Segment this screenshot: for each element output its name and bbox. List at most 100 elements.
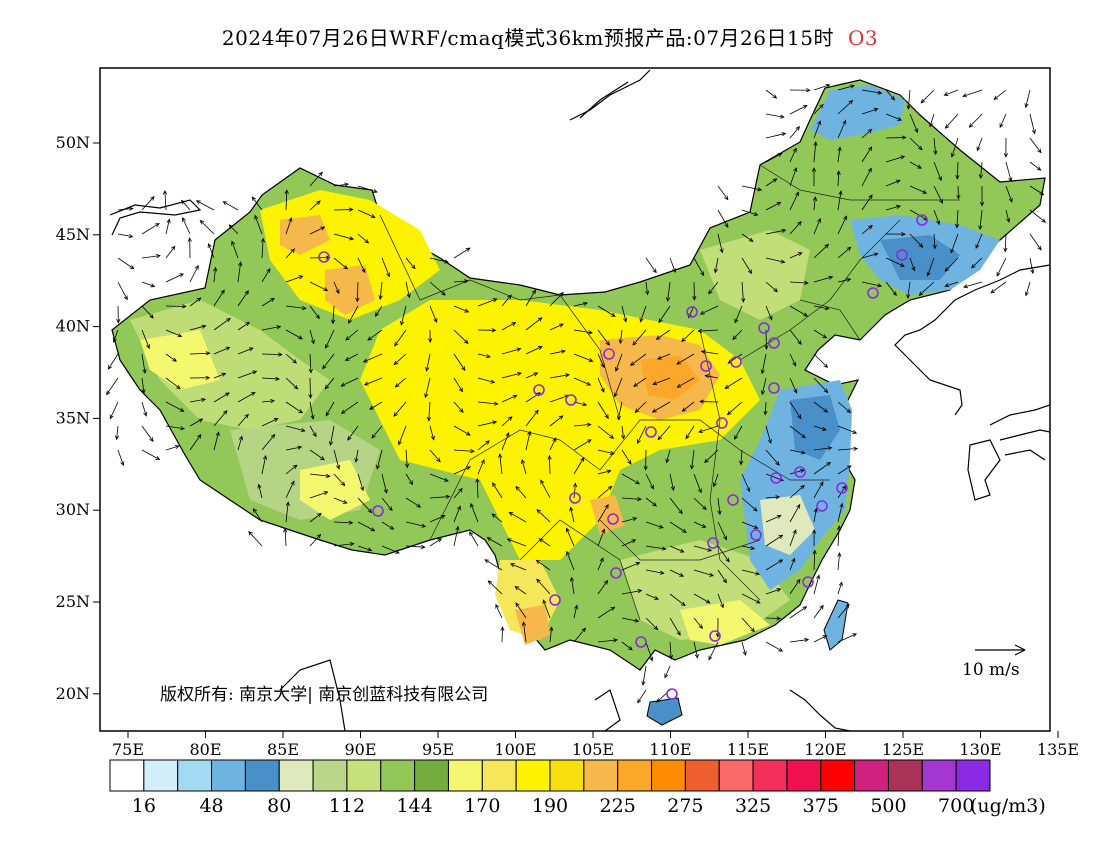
station-marker xyxy=(666,688,678,700)
wind-arrowhead xyxy=(257,483,262,489)
wind-arrowhead xyxy=(939,199,943,205)
wind-vector xyxy=(861,129,872,139)
wind-arrowhead xyxy=(970,263,976,269)
wind-arrowhead xyxy=(559,323,564,328)
legend-swatch xyxy=(820,759,856,792)
legend-swatch xyxy=(583,759,619,792)
wind-vector xyxy=(453,329,469,344)
wind-arrowhead xyxy=(266,268,271,273)
wind-arrowhead xyxy=(692,296,697,301)
wind-vector xyxy=(199,220,215,235)
wind-vector xyxy=(597,329,610,346)
wind-vector xyxy=(357,545,372,551)
wind-vector xyxy=(837,503,843,523)
wind-vector xyxy=(253,508,263,523)
wind-vector xyxy=(621,497,642,500)
wind-arrowhead xyxy=(378,295,383,301)
wind-arrowhead xyxy=(670,486,675,492)
wind-vector xyxy=(309,353,312,373)
wind-arrowhead xyxy=(361,268,366,274)
wind-arrowhead xyxy=(600,363,605,369)
wind-vector xyxy=(734,425,743,440)
wind-arrowhead xyxy=(628,646,633,651)
wind-arrowhead xyxy=(603,579,609,585)
wind-vector xyxy=(213,392,230,403)
wind-vector xyxy=(213,318,231,331)
wind-vector xyxy=(189,434,202,451)
wind-arrowhead xyxy=(791,557,796,563)
wind-vector xyxy=(109,401,119,419)
wind-arrowhead xyxy=(632,341,637,346)
wind-vector xyxy=(477,377,495,383)
wind-vector xyxy=(980,161,983,179)
wind-vector xyxy=(693,521,706,528)
station-marker xyxy=(836,482,848,494)
wind-vector xyxy=(765,559,783,571)
wind-vector xyxy=(621,517,637,523)
legend-label: 112 xyxy=(329,795,365,817)
wind-vector xyxy=(261,400,275,403)
wind-vector xyxy=(116,425,119,440)
province-borders xyxy=(379,164,960,621)
wind-arrowhead xyxy=(425,366,430,372)
wind-vector xyxy=(428,401,431,421)
wind-arrowhead xyxy=(301,306,307,311)
wind-arrowhead xyxy=(772,178,778,183)
wind-vector xyxy=(525,410,539,427)
wind-vector xyxy=(630,353,647,366)
wind-arrowhead xyxy=(877,283,883,288)
wind-arrowhead xyxy=(778,559,784,564)
wind-arrowhead xyxy=(802,606,808,611)
wind-arrowhead xyxy=(465,431,471,436)
wind-vector xyxy=(861,194,873,211)
wind-vector xyxy=(677,377,695,388)
x-tick-label: 115E xyxy=(727,740,769,759)
wind-arrowhead xyxy=(999,123,1004,129)
wind-arrowhead xyxy=(355,297,360,303)
wind-vector xyxy=(717,185,729,200)
wind-arrowhead xyxy=(1031,129,1036,135)
wind-arrowhead xyxy=(726,410,732,416)
wind-vector xyxy=(741,209,758,216)
wind-arrowhead xyxy=(697,488,702,494)
wind-vector xyxy=(813,218,821,235)
wind-vector xyxy=(248,531,263,547)
wind-arrowhead xyxy=(251,196,256,202)
wind-arrowhead xyxy=(424,393,429,399)
wind-arrowhead xyxy=(308,368,313,374)
wind-vector xyxy=(285,481,295,499)
wind-arrowhead xyxy=(742,651,747,656)
wind-arrowhead xyxy=(768,315,773,321)
legend-label: 170 xyxy=(464,795,500,817)
wind-reference-label: 10 m/s xyxy=(962,660,1020,680)
wind-vector xyxy=(325,329,335,349)
wind-arrowhead xyxy=(480,459,485,464)
wind-arrowhead xyxy=(950,152,955,158)
wind-vector xyxy=(549,455,551,475)
wind-vector xyxy=(645,521,664,529)
station-marker xyxy=(768,382,780,394)
wind-vector xyxy=(741,473,750,492)
wind-arrowhead xyxy=(651,408,657,413)
wind-arrowhead xyxy=(918,291,924,296)
wind-arrowhead xyxy=(572,482,578,488)
wind-arrowhead xyxy=(868,194,873,199)
legend-swatch xyxy=(887,759,923,792)
wind-arrowhead xyxy=(709,572,715,577)
wind-arrowhead xyxy=(515,602,520,608)
legend-label: 16 xyxy=(132,795,156,817)
wind-vector xyxy=(907,281,911,299)
wind-arrowhead xyxy=(764,345,769,350)
wind-arrowhead xyxy=(328,441,334,447)
wind-arrowhead xyxy=(944,124,950,129)
wind-arrowhead xyxy=(850,84,855,89)
wind-arrowhead xyxy=(685,434,690,440)
wind-vector xyxy=(951,137,959,157)
wind-arrowhead xyxy=(652,268,657,274)
wind-vector xyxy=(501,294,512,307)
wind-vector xyxy=(789,329,802,345)
wind-vector xyxy=(536,559,551,571)
wind-arrowhead xyxy=(937,176,942,182)
wind-arrowhead xyxy=(846,246,852,252)
wind-arrowhead xyxy=(143,411,148,417)
